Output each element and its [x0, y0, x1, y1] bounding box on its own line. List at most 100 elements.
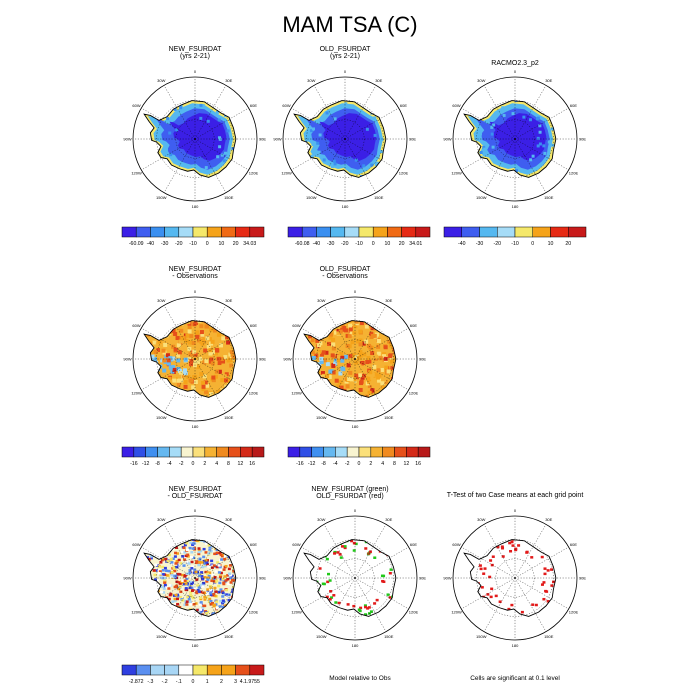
- colorbar-swatch: [550, 226, 569, 238]
- colorbar-swatch: [178, 664, 194, 676]
- lon-label: 60E: [250, 323, 257, 328]
- colorbar-swatch: [358, 226, 374, 238]
- colorbar-swatch: [235, 226, 251, 238]
- colorbar-label: 1: [206, 679, 209, 685]
- lon-label: 60W: [132, 103, 140, 108]
- note-significance: Cells are significant at 0.1 level: [470, 675, 560, 682]
- lon-label: 120W: [131, 609, 142, 614]
- lon-label: 180: [512, 204, 519, 209]
- lon-label: 90W: [123, 137, 131, 142]
- panel-title-r3c2: NEW_FSURDAT (green) OLD_FSURDAT (red): [311, 486, 389, 500]
- colorbar-label: 34.03: [243, 241, 256, 247]
- lon-label: 150W: [476, 195, 487, 200]
- colorbar-label: -20: [494, 241, 502, 247]
- colorbar-r2c2: -16 -12 -8 -4 -2 0 2 4 8 12 16: [287, 446, 431, 467]
- lon-label: 60W: [452, 542, 460, 547]
- lon-label: 30E: [225, 298, 232, 303]
- colorbar-label: -30: [327, 241, 335, 247]
- colorbar-swatch: [301, 226, 317, 238]
- colorbar-swatch: [164, 226, 180, 238]
- colorbar-swatch: [335, 446, 348, 458]
- colorbar-label: 12: [403, 461, 409, 467]
- colorbar-label: 16: [415, 461, 421, 467]
- colorbar-label: 34.01: [409, 241, 422, 247]
- colorbar-swatch: [145, 446, 158, 458]
- colorbar-swatch: [135, 226, 151, 238]
- colorbar-swatch: [323, 446, 336, 458]
- colorbar-swatch: [135, 664, 151, 676]
- colorbar-label: -12: [308, 461, 316, 467]
- colorbar-label: 16: [249, 461, 255, 467]
- panel-title-r1c2: OLD_FSURDAT (yrs 2-21): [319, 46, 371, 60]
- coastline: [463, 539, 557, 617]
- polar-map-r1c2: 0 30E 60E 90E 120E 150E 180 150W 120W 90W 60W 30W: [273, 69, 416, 209]
- colorbar-label: -2: [179, 461, 184, 467]
- colorbar-swatch: [192, 446, 206, 458]
- panel-title-r3c3: T-Test of two Case means at each grid po…: [446, 492, 584, 499]
- colorbar-label: 20: [565, 241, 571, 247]
- colorbar-swatch: [346, 446, 360, 458]
- panel-title-r1c1: NEW_FSURDAT (yrs 2-21): [168, 46, 222, 60]
- colorbar-label: -12: [142, 461, 150, 467]
- colorbar-label: -.2: [162, 679, 168, 685]
- colorbar-label: 8: [227, 461, 230, 467]
- colorbar-swatch: [150, 664, 165, 676]
- lon-label: 150E: [224, 415, 234, 420]
- colorbar-swatch: [192, 664, 208, 676]
- lon-label: 120W: [281, 170, 292, 175]
- colorbar-swatch: [344, 226, 360, 238]
- colorbar-swatch: [443, 226, 462, 238]
- lon-label: 180: [512, 643, 519, 648]
- lon-label: 60W: [452, 103, 460, 108]
- lon-label: 90E: [259, 357, 266, 362]
- colorbar-swatch: [461, 226, 480, 238]
- lon-label: 90W: [283, 357, 291, 362]
- colorbar-swatch: [235, 664, 251, 676]
- lon-label: 0: [354, 289, 357, 294]
- lon-label: 90E: [579, 137, 586, 142]
- lon-label: 180: [192, 204, 199, 209]
- lon-label: 150W: [156, 634, 167, 639]
- polar-map-r1c1: 0 30E 60E 90E 120E 150E 180 150W 120W 90W 60W 30W: [123, 69, 266, 209]
- lon-label: 60W: [292, 542, 300, 547]
- colorbar-swatch: [221, 226, 236, 238]
- coastline: [463, 100, 557, 178]
- lon-label: 180: [352, 643, 359, 648]
- lon-label: 30W: [477, 517, 485, 522]
- lon-label: 0: [194, 69, 197, 74]
- colorbar-label: 12: [237, 461, 243, 467]
- colorbar-label: -40: [147, 241, 155, 247]
- lon-label: 30W: [317, 298, 325, 303]
- lon-label: 180: [192, 643, 199, 648]
- colorbar-swatch: [372, 226, 388, 238]
- colorbar-swatch: [221, 664, 236, 676]
- colorbar-label: 0: [358, 461, 361, 467]
- lon-label: 150E: [384, 415, 394, 420]
- lon-label: 150W: [306, 195, 317, 200]
- colorbar-label: 10: [219, 241, 225, 247]
- lon-label: 150E: [544, 634, 554, 639]
- colorbar-label: -20: [175, 241, 183, 247]
- colorbar-swatch: [358, 446, 372, 458]
- colorbar-swatch: [382, 446, 395, 458]
- colorbar-swatch: [228, 446, 241, 458]
- colorbar-swatch: [251, 446, 265, 458]
- colorbar-label: -8: [321, 461, 326, 467]
- colorbar-swatch: [216, 446, 229, 458]
- colorbar-swatch: [169, 446, 182, 458]
- colorbar-label: -40: [313, 241, 321, 247]
- lon-label: 90E: [259, 576, 266, 581]
- colorbar-label: 2: [203, 461, 206, 467]
- coastline: [143, 539, 237, 617]
- colorbar-label: -20: [341, 241, 349, 247]
- lon-label: 120E: [249, 609, 259, 614]
- colorbar-label: -30: [161, 241, 169, 247]
- colorbar-label: -40: [458, 241, 466, 247]
- colorbar-swatch: [299, 446, 312, 458]
- lon-label: 120W: [291, 390, 302, 395]
- colorbar-label: 4.1.9755: [240, 679, 260, 685]
- lon-label: 150E: [374, 195, 384, 200]
- polar-map-r2c2: 0 30E 60E 90E 120E 150E 180 150W 120W 90W 60W 30W: [283, 289, 426, 429]
- colorbar-label: 3: [234, 679, 237, 685]
- colorbar-label: -.3: [147, 679, 153, 685]
